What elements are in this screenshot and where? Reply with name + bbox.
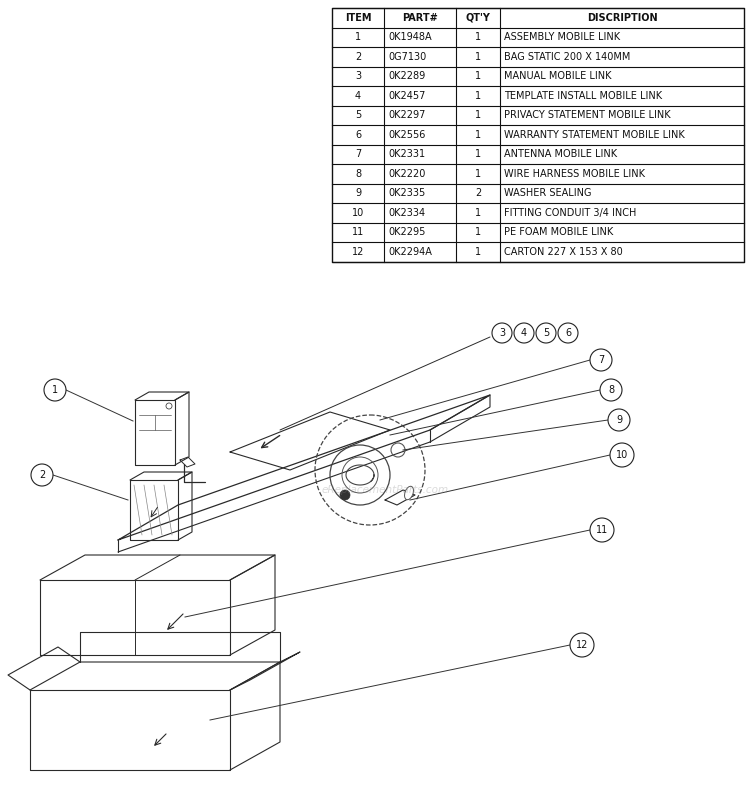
Text: 8: 8 <box>355 169 361 178</box>
Text: 0K2297: 0K2297 <box>388 111 425 120</box>
Text: 0K1948A: 0K1948A <box>388 32 432 42</box>
Text: 3: 3 <box>355 71 361 82</box>
Text: 1: 1 <box>475 90 481 101</box>
Text: 6: 6 <box>355 130 361 140</box>
Text: MANUAL MOBILE LINK: MANUAL MOBILE LINK <box>504 71 611 82</box>
Text: 1: 1 <box>52 385 58 395</box>
Text: 5: 5 <box>543 328 549 338</box>
Circle shape <box>600 379 622 401</box>
Text: ITEM: ITEM <box>345 13 371 23</box>
Text: 4: 4 <box>355 90 361 101</box>
Text: ANTENNA MOBILE LINK: ANTENNA MOBILE LINK <box>504 149 617 159</box>
Circle shape <box>558 323 578 343</box>
Text: 2: 2 <box>39 470 45 480</box>
Circle shape <box>608 409 630 431</box>
Text: 5: 5 <box>355 111 362 120</box>
Circle shape <box>340 490 350 500</box>
Text: 9: 9 <box>355 188 361 199</box>
Text: 11: 11 <box>352 228 364 237</box>
Text: 12: 12 <box>352 247 364 257</box>
Text: 7: 7 <box>598 355 604 365</box>
Text: 10: 10 <box>616 450 628 460</box>
Text: WASHER SEALING: WASHER SEALING <box>504 188 592 199</box>
Text: 3: 3 <box>499 328 505 338</box>
Text: 1: 1 <box>475 149 481 159</box>
Circle shape <box>166 403 172 409</box>
Text: 0K2220: 0K2220 <box>388 169 425 178</box>
Text: 1: 1 <box>475 247 481 257</box>
Text: 0K2295: 0K2295 <box>388 228 425 237</box>
Text: 0K2556: 0K2556 <box>388 130 425 140</box>
Text: 1: 1 <box>475 130 481 140</box>
Text: 6: 6 <box>565 328 571 338</box>
Text: FITTING CONDUIT 3/4 INCH: FITTING CONDUIT 3/4 INCH <box>504 207 636 218</box>
Text: 0K2289: 0K2289 <box>388 71 425 82</box>
Bar <box>332 8 744 261</box>
Text: PE FOAM MOBILE LINK: PE FOAM MOBILE LINK <box>504 228 614 237</box>
Text: CARTON 227 X 153 X 80: CARTON 227 X 153 X 80 <box>504 247 622 257</box>
Text: DISCRIPTION: DISCRIPTION <box>586 13 657 23</box>
Ellipse shape <box>404 487 413 500</box>
Text: 1: 1 <box>475 71 481 82</box>
Text: 0K2335: 0K2335 <box>388 188 425 199</box>
Circle shape <box>44 379 66 401</box>
Text: 1: 1 <box>475 52 481 62</box>
Text: 0K2294A: 0K2294A <box>388 247 432 257</box>
Text: 0K2457: 0K2457 <box>388 90 425 101</box>
Text: 10: 10 <box>352 207 364 218</box>
Text: WIRE HARNESS MOBILE LINK: WIRE HARNESS MOBILE LINK <box>504 169 645 178</box>
Text: 12: 12 <box>576 640 588 650</box>
Circle shape <box>570 633 594 657</box>
Circle shape <box>514 323 534 343</box>
Circle shape <box>590 349 612 371</box>
Text: 9: 9 <box>616 415 622 425</box>
Text: 2: 2 <box>475 188 482 199</box>
Text: 1: 1 <box>475 32 481 42</box>
Text: WARRANTY STATEMENT MOBILE LINK: WARRANTY STATEMENT MOBILE LINK <box>504 130 685 140</box>
Text: 1: 1 <box>475 111 481 120</box>
Text: 8: 8 <box>608 385 614 395</box>
Text: 1: 1 <box>355 32 361 42</box>
Text: TEMPLATE INSTALL MOBILE LINK: TEMPLATE INSTALL MOBILE LINK <box>504 90 662 101</box>
Text: eReplacementParts.com: eReplacementParts.com <box>322 485 448 495</box>
Text: 4: 4 <box>521 328 527 338</box>
Text: 2: 2 <box>355 52 362 62</box>
Text: 0K2331: 0K2331 <box>388 149 425 159</box>
Text: 11: 11 <box>596 525 608 535</box>
Text: 0G7130: 0G7130 <box>388 52 426 62</box>
Text: PART#: PART# <box>402 13 438 23</box>
Text: 1: 1 <box>475 228 481 237</box>
Text: PRIVACY STATEMENT MOBILE LINK: PRIVACY STATEMENT MOBILE LINK <box>504 111 670 120</box>
Circle shape <box>610 443 634 467</box>
Circle shape <box>536 323 556 343</box>
Circle shape <box>590 518 614 542</box>
Text: 1: 1 <box>475 169 481 178</box>
Text: BAG STATIC 200 X 140MM: BAG STATIC 200 X 140MM <box>504 52 630 62</box>
Text: ASSEMBLY MOBILE LINK: ASSEMBLY MOBILE LINK <box>504 32 620 42</box>
Text: 7: 7 <box>355 149 362 159</box>
Circle shape <box>31 464 53 486</box>
Text: 0K2334: 0K2334 <box>388 207 425 218</box>
Circle shape <box>492 323 512 343</box>
Text: QT'Y: QT'Y <box>466 13 490 23</box>
Text: 1: 1 <box>475 207 481 218</box>
